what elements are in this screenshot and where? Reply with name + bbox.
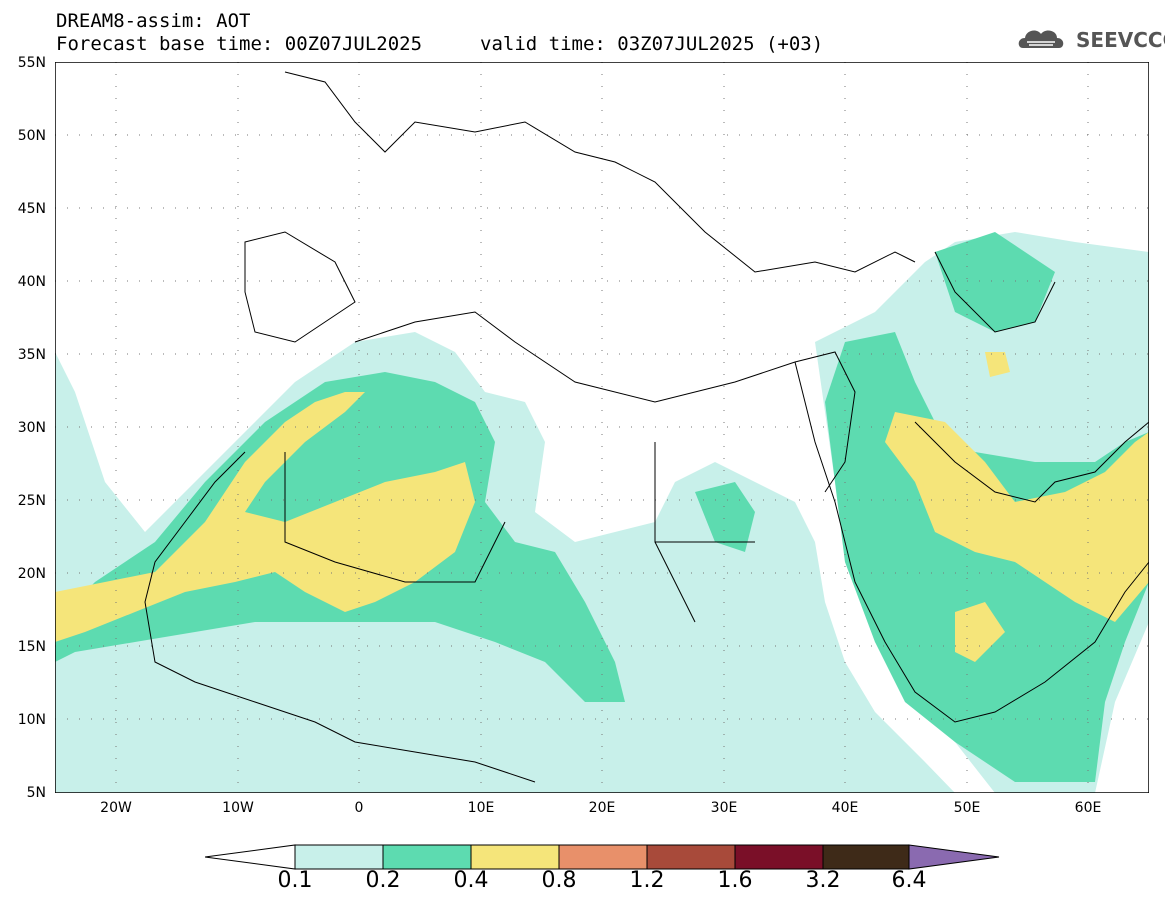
lon-label: 40E xyxy=(831,800,859,816)
colorbar-box-7 xyxy=(822,844,910,870)
lon-label: 10W xyxy=(222,800,254,816)
colorbar-high-arrow xyxy=(908,844,1000,870)
forecast-base-time: Forecast base time: 00Z07JUL2025 xyxy=(56,33,423,55)
lat-label: 30N xyxy=(17,420,46,436)
colorbar-box-6 xyxy=(734,844,824,870)
lon-label: 30E xyxy=(710,800,738,816)
colorbar-label: 3.2 xyxy=(805,868,841,893)
cloud-logo-icon xyxy=(1018,30,1064,48)
lon-label: 20W xyxy=(100,800,132,816)
lat-label: 40N xyxy=(17,274,46,290)
aot-map xyxy=(55,62,1149,793)
lat-label: 55N xyxy=(17,55,46,71)
colorbar-label: 6.4 xyxy=(891,868,927,893)
lon-label: 10E xyxy=(467,800,495,816)
colorbar-box-1 xyxy=(294,844,384,870)
colorbar-label: 1.6 xyxy=(717,868,753,893)
colorbar-label: 0.8 xyxy=(541,868,577,893)
colorbar-box-5 xyxy=(646,844,736,870)
lon-label: 50E xyxy=(953,800,981,816)
colorbar-label: 1.2 xyxy=(629,868,665,893)
colorbar-label: 0.4 xyxy=(453,868,489,893)
colorbar-label: 0.2 xyxy=(365,868,401,893)
lon-label: 20E xyxy=(588,800,616,816)
lat-label: 20N xyxy=(17,566,46,582)
lat-label: 50N xyxy=(17,128,46,144)
product-title: DREAM8-assim: AOT xyxy=(56,10,251,32)
lat-label: 25N xyxy=(17,493,46,509)
coastlines xyxy=(144,71,1149,783)
colorbar-box-4 xyxy=(558,844,648,870)
logo-text: SEEVCCC xyxy=(1076,28,1165,52)
lat-label: 10N xyxy=(17,712,46,728)
colorbar xyxy=(205,844,1000,870)
lat-label: 45N xyxy=(17,201,46,217)
lon-label: 60E xyxy=(1074,800,1102,816)
aot-level-0.4-region xyxy=(55,352,1149,662)
lat-label: 5N xyxy=(26,785,46,801)
colorbar-low-arrow xyxy=(205,844,296,870)
lat-label: 15N xyxy=(17,639,46,655)
colorbar-box-3 xyxy=(470,844,560,870)
colorbar-label: 0.1 xyxy=(277,868,313,893)
lat-label: 35N xyxy=(17,347,46,363)
colorbar-box-2 xyxy=(382,844,472,870)
lon-label: 0 xyxy=(354,800,364,816)
valid-time: valid time: 03Z07JUL2025 (+03) xyxy=(480,33,824,55)
